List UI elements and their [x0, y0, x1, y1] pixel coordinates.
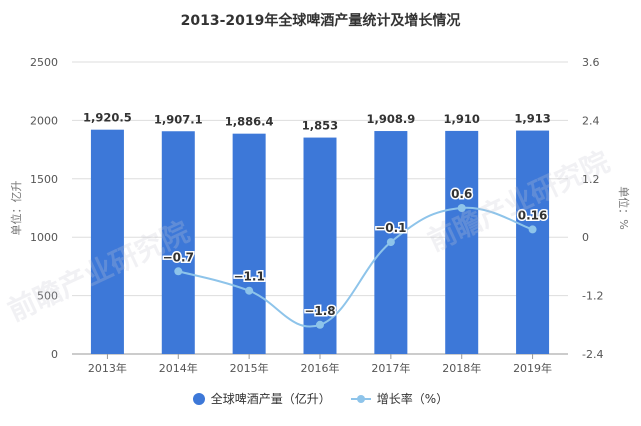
- legend-item-growth-rate[interactable]: 增长率（%）: [350, 390, 449, 407]
- bar[interactable]: [516, 130, 550, 354]
- y-tick-label: 0: [51, 348, 58, 361]
- x-tick-label: 2016年: [301, 361, 340, 375]
- bar[interactable]: [445, 130, 479, 354]
- line-value-label: 0.6: [451, 187, 472, 201]
- y-right-tick-label: 3.6: [582, 56, 600, 69]
- line-point[interactable]: [245, 286, 254, 295]
- chart-title: 2013-2019年全球啤酒产量统计及增长情况: [180, 13, 461, 29]
- line-value-label: −0.7: [163, 250, 194, 264]
- y-tick-label: 1500: [30, 173, 58, 186]
- bar[interactable]: [90, 129, 124, 354]
- line-point[interactable]: [316, 320, 324, 329]
- line-value-label: −1.1: [233, 270, 264, 284]
- line-point[interactable]: [386, 238, 395, 247]
- line-marker-icon: [350, 394, 371, 404]
- y-tick-label: 500: [37, 290, 58, 303]
- y-axis-label: 单位：亿升: [9, 181, 23, 236]
- legend-label: 增长率（%）: [376, 392, 449, 406]
- bar[interactable]: [232, 133, 266, 354]
- bar-value-label: 1,853: [302, 119, 338, 133]
- bar-value-label: 1,907.1: [154, 112, 203, 126]
- line-point[interactable]: [457, 204, 466, 212]
- bar-value-label: 1,920.5: [83, 111, 132, 125]
- line-point[interactable]: [528, 225, 537, 234]
- x-tick-label: 2019年: [513, 361, 552, 375]
- y-tick-label: 1000: [30, 231, 58, 244]
- legend-item-production[interactable]: 全球啤酒产量（亿升）: [192, 390, 331, 407]
- line-point[interactable]: [174, 267, 183, 276]
- y-right-tick-label: 0: [582, 231, 589, 244]
- x-tick-label: 2013年: [88, 361, 127, 375]
- y-tick-label: 2000: [30, 114, 58, 127]
- x-tick-label: 2014年: [159, 361, 198, 375]
- x-tick-label: 2018年: [442, 361, 481, 375]
- bar[interactable]: [161, 131, 195, 354]
- line-value-label: 0.16: [518, 208, 548, 222]
- y-right-tick-label: -1.2: [582, 290, 603, 303]
- bar-value-label: 1,886.4: [225, 115, 274, 129]
- bar-value-label: 1,913: [514, 112, 550, 126]
- circle-icon: [192, 392, 205, 405]
- x-tick-label: 2017年: [371, 361, 410, 375]
- bar-value-label: 1,910: [444, 112, 480, 126]
- y-right-axis-label: 单位：%: [617, 186, 631, 229]
- chart-legend: 全球啤酒产量（亿升） 增长率（%）: [0, 390, 641, 407]
- growth-rate-line: [178, 206, 533, 328]
- y-right-tick-label: 2.4: [582, 114, 600, 127]
- bar-value-label: 1,908.9: [366, 112, 415, 126]
- y-right-tick-label: -2.4: [582, 348, 603, 361]
- legend-label: 全球啤酒产量（亿升）: [210, 392, 331, 406]
- y-tick-label: 2500: [30, 56, 58, 69]
- x-tick-label: 2015年: [230, 361, 269, 375]
- line-value-label: −1.8: [304, 304, 335, 318]
- line-value-label: −0.1: [375, 221, 406, 235]
- y-right-tick-label: 1.2: [582, 173, 600, 186]
